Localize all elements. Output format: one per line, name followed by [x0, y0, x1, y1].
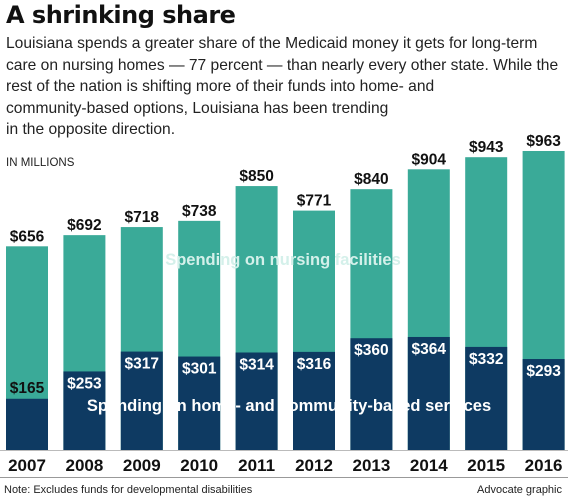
- series-label-home: Spending on home- and community-based se…: [87, 397, 491, 415]
- nursing-value-label: $904: [412, 151, 447, 168]
- year-tick-label: 2007: [8, 456, 46, 475]
- home-bar: [6, 398, 48, 450]
- nursing-value-label: $840: [354, 171, 388, 188]
- home-value-label: $316: [297, 356, 332, 373]
- intro-line: care on nursing homes — 77 percent — tha…: [6, 56, 559, 74]
- home-value-label: $317: [125, 356, 159, 373]
- home-value-label: $332: [469, 351, 503, 368]
- credit: Advocate graphic: [477, 484, 562, 496]
- year-tick-label: 2012: [295, 456, 333, 475]
- intro-paragraph: Louisiana spends a greater share of the …: [6, 33, 566, 141]
- nursing-value-label: $943: [469, 139, 504, 156]
- home-bar: [522, 359, 565, 450]
- unit-label: IN MILLIONS: [6, 157, 75, 169]
- home-value-label: $293: [526, 363, 561, 380]
- home-bar: [63, 371, 106, 450]
- home-value-label: $165: [10, 380, 45, 397]
- nursing-value-label: $850: [239, 168, 273, 185]
- home-bar: [235, 352, 278, 450]
- home-value-label: $253: [67, 375, 102, 392]
- home-bar: [120, 351, 163, 450]
- year-tick-label: 2015: [467, 456, 505, 475]
- nursing-value-label: $963: [526, 133, 561, 150]
- year-tick-label: 2014: [410, 456, 448, 475]
- year-tick-label: 2013: [352, 456, 390, 475]
- year-tick-label: 2010: [180, 456, 218, 475]
- intro-line: community-based options, Louisiana has b…: [6, 99, 389, 117]
- home-value-label: $360: [354, 342, 388, 359]
- intro-line: in the opposite direction.: [6, 121, 176, 138]
- nursing-value-label: $692: [67, 217, 101, 234]
- home-bar: [465, 346, 508, 450]
- nursing-value-label: $738: [182, 203, 217, 220]
- chart-title: A shrinking share: [6, 1, 236, 29]
- series-label-nursing: Spending on nursing facilities: [165, 251, 401, 269]
- nursing-value-label: $656: [10, 228, 45, 245]
- home-bar: [350, 338, 393, 450]
- home-bar: [178, 356, 221, 450]
- intro-line: Louisiana spends a greater share of the …: [6, 35, 538, 52]
- nursing-value-label: $718: [125, 209, 160, 226]
- home-bar: [293, 351, 335, 450]
- year-tick-label: 2016: [525, 456, 563, 475]
- year-tick-label: 2008: [65, 456, 103, 475]
- footnote: Note: Excludes funds for developmental d…: [4, 484, 253, 496]
- nursing-value-label: $771: [297, 193, 332, 210]
- home-value-label: $301: [182, 361, 217, 378]
- intro-line: rest of the nation is shifting more of t…: [6, 78, 435, 95]
- home-value-label: $364: [412, 341, 447, 358]
- year-tick-label: 2011: [238, 456, 275, 475]
- home-value-label: $314: [239, 357, 274, 374]
- year-tick-label: 2009: [123, 456, 161, 475]
- home-bar: [407, 336, 450, 450]
